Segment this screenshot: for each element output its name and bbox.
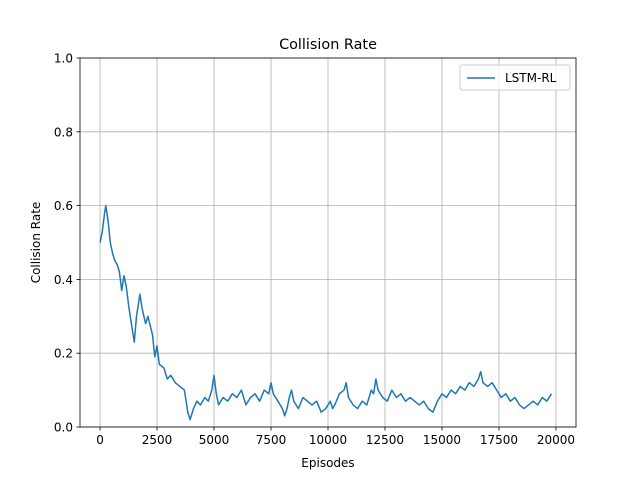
y-tick-label: 0.6 (54, 199, 73, 213)
legend-label-lstm-rl: LSTM-RL (505, 71, 557, 85)
legend-box (459, 64, 571, 91)
x-tick-label: 0 (96, 433, 104, 447)
series-line-lstm-rl (99, 204, 553, 421)
x-tick-label: 20000 (537, 433, 575, 447)
y-axis-ticks: 0.0 0.2 0.4 0.6 0.8 1.0 (54, 52, 80, 435)
x-tick-label: 10000 (309, 433, 347, 447)
x-tick-label: 2500 (142, 433, 173, 447)
grid (80, 57, 576, 428)
x-tick-label: 7500 (256, 433, 287, 447)
series-layer (99, 204, 553, 421)
x-tick-label: 15000 (423, 433, 461, 447)
x-tick-label: 12500 (366, 433, 404, 447)
chart-title: Collision Rate (279, 37, 377, 53)
legend: LSTM-RL (459, 64, 571, 91)
x-axis-label: Episodes (301, 456, 354, 470)
x-tick-label: 5000 (199, 433, 230, 447)
x-axis-ticks: 0 2500 5000 7500 10000 12500 15000 17500 20000 (96, 427, 575, 447)
y-tick-label: 0.4 (54, 273, 73, 287)
plot-frame (79, 57, 577, 428)
y-axis-label: Collision Rate (29, 202, 43, 284)
y-tick-label: 0.8 (54, 125, 73, 139)
y-tick-label: 0.0 (54, 421, 73, 435)
y-tick-label: 0.2 (54, 347, 73, 361)
x-tick-label: 17500 (480, 433, 518, 447)
y-tick-label: 1.0 (54, 52, 73, 66)
